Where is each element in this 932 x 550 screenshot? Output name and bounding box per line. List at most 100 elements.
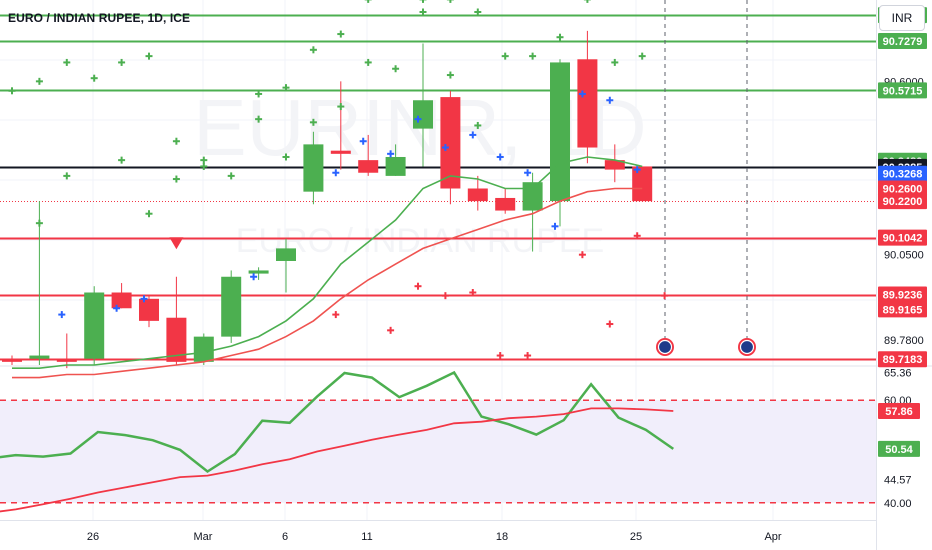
oscillator-line-0	[0, 370, 675, 474]
green-cross-19	[529, 52, 537, 60]
candle-5	[139, 295, 159, 328]
price-label-bg-10	[878, 301, 927, 318]
candle-body-17	[467, 188, 488, 202]
price-label-text-5: 90.3268	[883, 169, 923, 181]
green-cross-27	[200, 162, 208, 170]
candle-body-22	[604, 160, 625, 170]
red-cross-6	[524, 352, 532, 360]
price-label-text-6: 90.2600	[883, 184, 923, 196]
price-label-bg-11	[878, 351, 927, 368]
price-label-text-9: 89.9236	[883, 290, 923, 302]
event-icon-0	[656, 338, 674, 356]
candle-body-10	[276, 248, 296, 261]
oscillator-line-1	[0, 407, 674, 513]
x-tick-label-3: 11	[361, 531, 372, 543]
candles	[2, 30, 653, 369]
price-label-bg-6	[878, 180, 927, 197]
green-cross-20	[556, 33, 564, 41]
green-cross-16	[446, 0, 454, 3]
oscillator-y-tick-2: 44.57	[884, 474, 912, 486]
price-label-text-2: 90.5715	[883, 85, 923, 97]
red-cross-0	[332, 311, 340, 319]
green-cross-0	[8, 87, 16, 95]
red-cross-1	[387, 326, 395, 334]
oscillator-y-tick-0: 65.36	[884, 368, 912, 380]
oscillator-value-text-1: 57.86	[885, 406, 913, 418]
blue-cross-1	[113, 304, 121, 312]
candle-body-7	[193, 336, 214, 362]
price-label-11: 89.7183	[878, 351, 927, 368]
price-label-bg-8	[878, 229, 927, 246]
blue-cross-10	[496, 153, 504, 161]
candle-9	[248, 267, 269, 280]
red-cross-4	[469, 289, 477, 297]
green-cross-35	[446, 71, 454, 79]
green-cross-21	[583, 0, 591, 3]
green-cross-4	[118, 58, 126, 66]
candle-body-14	[385, 156, 406, 176]
candle-body-13	[358, 160, 379, 173]
blue-cross-8	[441, 144, 449, 152]
x-tick-label-4: 18	[496, 531, 508, 543]
green-cross-9	[255, 90, 263, 98]
main-indicator-line-0	[12, 156, 643, 369]
red-cross-8	[606, 320, 614, 328]
candle-body-15	[413, 100, 433, 129]
oscillator-value-label-1: 57.86	[878, 402, 920, 419]
candle-body-1	[29, 355, 50, 359]
price-label-text-8: 90.1042	[883, 233, 923, 245]
green-cross-37	[35, 219, 43, 227]
blue-cross-14	[606, 96, 614, 104]
candle-body-11	[303, 144, 324, 192]
price-label-text-10: 89.9165	[883, 304, 923, 316]
candle-10	[276, 238, 296, 293]
candle-13	[358, 134, 379, 176]
blue-cross-6	[387, 150, 395, 158]
oscillator-value-text-0: 50.54	[885, 444, 913, 456]
candle-4	[111, 283, 132, 309]
green-cross-12	[337, 30, 345, 38]
candle-body-16	[440, 97, 461, 189]
x-tick-label-6: Apr	[764, 531, 781, 543]
red-cross-2	[414, 282, 422, 290]
blue-cross-15	[633, 166, 641, 174]
red-cross-10	[661, 292, 669, 300]
oscillator-value-label-0: 50.54	[878, 440, 920, 457]
candle-20	[550, 59, 570, 227]
red-cross-5	[496, 352, 504, 360]
green-cross-32	[364, 58, 372, 66]
green-cross-30	[309, 118, 317, 126]
x-tick-label-5: 25	[630, 531, 642, 543]
candle-22	[604, 144, 625, 183]
green-cross-1	[35, 77, 43, 85]
oscillator-value-bg-0	[878, 440, 920, 457]
candle-body-18	[495, 197, 516, 211]
green-cross-33	[392, 65, 400, 73]
candle-6	[166, 276, 187, 365]
green-cross-29	[282, 153, 290, 161]
red-cross-7	[578, 251, 586, 259]
price-labels: 90.737090.727990.571590.348090.328590.32…	[878, 7, 927, 457]
candle-7	[193, 333, 214, 365]
currency-badge[interactable]: INR	[879, 5, 925, 31]
oscillator-value-bg-1	[878, 402, 920, 419]
sell-marker-icon	[169, 237, 184, 250]
price-label-bg-9	[878, 286, 927, 303]
candle-18	[495, 188, 516, 214]
candle-21	[577, 30, 598, 164]
blue-cross-2	[140, 295, 148, 303]
candle-body-2	[56, 358, 77, 362]
markers	[8, 0, 756, 360]
green-cross-26	[172, 175, 180, 183]
price-label-bg-2	[878, 82, 927, 99]
y-tick-label-2: 89.7800	[884, 335, 924, 347]
price-label-text-7: 90.2200	[883, 196, 923, 208]
candle-body-9	[248, 270, 269, 274]
candle-2	[56, 333, 77, 369]
price-label-1: 90.7279	[878, 33, 927, 50]
blue-cross-9	[469, 131, 477, 139]
blue-cross-5	[359, 137, 367, 145]
candle-body-5	[139, 298, 159, 321]
green-cross-22	[611, 58, 619, 66]
